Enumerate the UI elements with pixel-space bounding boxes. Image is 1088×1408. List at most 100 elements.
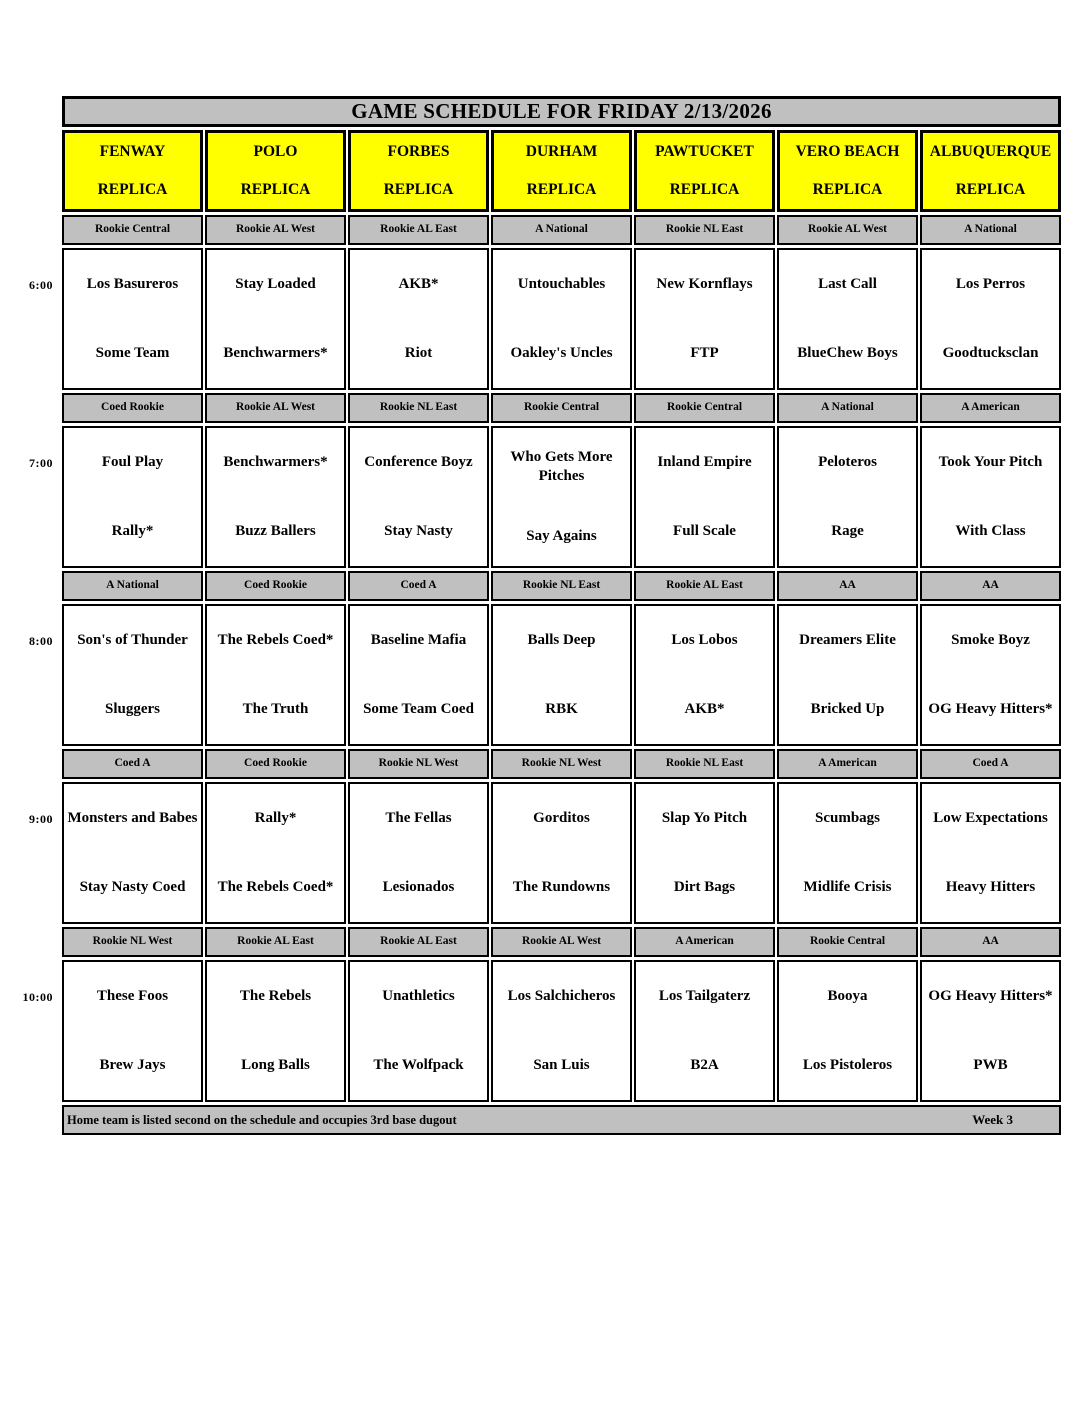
game-matchup: Los Basureros Some Team bbox=[64, 250, 201, 388]
division-row: Rookie NL West Rookie AL East Rookie AL Ea… bbox=[2, 927, 1061, 957]
away-team: These Foos bbox=[96, 988, 169, 1005]
division-label: Coed Rookie bbox=[205, 749, 346, 779]
venue-header-pawtucket: PAWTUCKET REPLICA bbox=[634, 130, 775, 212]
game-cell: Booya Los Pistoleros bbox=[777, 960, 918, 1102]
game-matchup: Los Lobos AKB* bbox=[636, 606, 773, 744]
game-cell: Gorditos The Rundowns bbox=[491, 782, 632, 924]
game-cell: OG Heavy Hitters* PWB bbox=[920, 960, 1061, 1102]
division-label: AA bbox=[920, 571, 1061, 601]
venue-header-text: POLO REPLICA bbox=[208, 133, 343, 209]
division-row: Rookie Central Rookie AL West Rookie AL Ea… bbox=[2, 215, 1061, 245]
away-team: The Rebels Coed* bbox=[217, 632, 334, 649]
game-matchup: Monsters and Babes Stay Nasty Coed bbox=[64, 784, 201, 922]
time-label: 6:00 bbox=[29, 278, 53, 292]
home-team: The Wolfpack bbox=[373, 1057, 464, 1074]
away-team: OG Heavy Hitters* bbox=[928, 988, 1053, 1005]
game-cell: Dreamers Elite Bricked Up bbox=[777, 604, 918, 746]
division-label: Rookie Central bbox=[634, 393, 775, 423]
home-team: Riot bbox=[404, 345, 433, 362]
game-matchup: New Kornflays FTP bbox=[636, 250, 773, 388]
division-label: Coed Rookie bbox=[205, 571, 346, 601]
game-matchup: Son's of Thunder Sluggers bbox=[64, 606, 201, 744]
venue-name: FENWAY bbox=[99, 143, 166, 161]
games-row: 6:00 Los Basureros Some Team Stay Loaded Ben… bbox=[2, 248, 1061, 390]
home-team: Brew Jays bbox=[99, 1057, 166, 1074]
home-team: PWB bbox=[973, 1057, 1008, 1074]
game-cell: Slap Yo Pitch Dirt Bags bbox=[634, 782, 775, 924]
venue-name: DURHAM bbox=[525, 143, 598, 161]
home-team: Sluggers bbox=[104, 701, 160, 718]
venue-subtitle: REPLICA bbox=[955, 181, 1026, 199]
division-gutter bbox=[2, 393, 60, 423]
home-team-note: Home team is listed second on the schedu… bbox=[67, 1112, 457, 1127]
division-label: Rookie NL West bbox=[62, 927, 203, 957]
home-team: Lesionados bbox=[382, 879, 455, 896]
game-cell: Scumbags Midlife Crisis bbox=[777, 782, 918, 924]
home-team: OG Heavy Hitters* bbox=[928, 701, 1053, 718]
game-cell: Los Perros Goodtucksclan bbox=[920, 248, 1061, 390]
division-label: A National bbox=[777, 393, 918, 423]
game-cell: Unathletics The Wolfpack bbox=[348, 960, 489, 1102]
game-cell: Inland Empire Full Scale bbox=[634, 426, 775, 568]
away-team: Peloteros bbox=[818, 454, 877, 471]
game-cell: AKB* Riot bbox=[348, 248, 489, 390]
game-matchup: Scumbags Midlife Crisis bbox=[779, 784, 916, 922]
game-matchup: Took Your Pitch With Class bbox=[922, 428, 1059, 566]
away-team: Los Lobos bbox=[671, 632, 738, 649]
division-row: Coed A Coed Rookie Rookie NL West Rookie NL… bbox=[2, 749, 1061, 779]
game-cell: Last Call BlueChew Boys bbox=[777, 248, 918, 390]
venue-header-text: FORBES REPLICA bbox=[351, 133, 486, 209]
game-cell: Stay Loaded Benchwarmers* bbox=[205, 248, 346, 390]
home-team: Dirt Bags bbox=[673, 879, 736, 896]
venues-row: FENWAY REPLICA POLO REPLICA FORBES REPLICA DUR… bbox=[2, 130, 1061, 212]
home-team: Oakley's Uncles bbox=[510, 345, 613, 362]
division-label: Rookie NL East bbox=[634, 215, 775, 245]
games-row: 7:00 Foul Play Rally* Benchwarmers* Buzz Bal… bbox=[2, 426, 1061, 568]
game-matchup: Last Call BlueChew Boys bbox=[779, 250, 916, 388]
game-matchup: Los Perros Goodtucksclan bbox=[922, 250, 1059, 388]
game-matchup: Slap Yo Pitch Dirt Bags bbox=[636, 784, 773, 922]
division-gutter bbox=[2, 749, 60, 779]
division-label: Rookie AL West bbox=[777, 215, 918, 245]
away-team: Gorditos bbox=[533, 810, 590, 827]
away-team: Stay Loaded bbox=[235, 276, 316, 293]
away-team: Smoke Boyz bbox=[951, 632, 1030, 649]
title-gutter bbox=[2, 96, 60, 127]
division-label: Rookie Central bbox=[491, 393, 632, 423]
division-label: Rookie NL East bbox=[348, 393, 489, 423]
game-cell: Smoke Boyz OG Heavy Hitters* bbox=[920, 604, 1061, 746]
venues-gutter bbox=[2, 130, 60, 212]
games-row: 9:00 Monsters and Babes Stay Nasty Coed Ral… bbox=[2, 782, 1061, 924]
division-label: Rookie NL East bbox=[491, 571, 632, 601]
time-label: 10:00 bbox=[22, 990, 53, 1004]
week-label: Week 3 bbox=[972, 1112, 1013, 1127]
page-title: GAME SCHEDULE FOR FRIDAY 2/13/2026 bbox=[62, 96, 1061, 127]
away-team: AKB* bbox=[398, 276, 439, 293]
away-team: The Rebels bbox=[239, 988, 312, 1005]
division-label: Rookie AL West bbox=[205, 393, 346, 423]
venue-name: POLO bbox=[253, 143, 298, 161]
games-row: 8:00 Son's of Thunder Sluggers The Rebels C… bbox=[2, 604, 1061, 746]
division-label: Rookie NL West bbox=[491, 749, 632, 779]
division-label: Rookie NL West bbox=[348, 749, 489, 779]
game-cell: The Fellas Lesionados bbox=[348, 782, 489, 924]
venue-subtitle: REPLICA bbox=[526, 181, 597, 199]
away-team: Son's of Thunder bbox=[77, 632, 188, 649]
away-team: Untouchables bbox=[517, 276, 606, 293]
game-matchup: Stay Loaded Benchwarmers* bbox=[207, 250, 344, 388]
game-cell: Los Basureros Some Team bbox=[62, 248, 203, 390]
away-team: Los Tailgaterz bbox=[658, 988, 751, 1005]
away-team: Los Perros bbox=[955, 276, 1026, 293]
venue-subtitle: REPLICA bbox=[812, 181, 883, 199]
division-label: Coed A bbox=[920, 749, 1061, 779]
away-team: Benchwarmers* bbox=[223, 454, 328, 471]
home-team: The Rebels Coed* bbox=[217, 879, 334, 896]
game-matchup: Gorditos The Rundowns bbox=[493, 784, 630, 922]
division-row: Coed Rookie Rookie AL West Rookie NL East R… bbox=[2, 393, 1061, 423]
venue-subtitle: REPLICA bbox=[669, 181, 740, 199]
home-team: Midlife Crisis bbox=[803, 879, 892, 896]
home-team: The Truth bbox=[242, 701, 309, 718]
division-label: A National bbox=[491, 215, 632, 245]
game-matchup: Booya Los Pistoleros bbox=[779, 962, 916, 1100]
